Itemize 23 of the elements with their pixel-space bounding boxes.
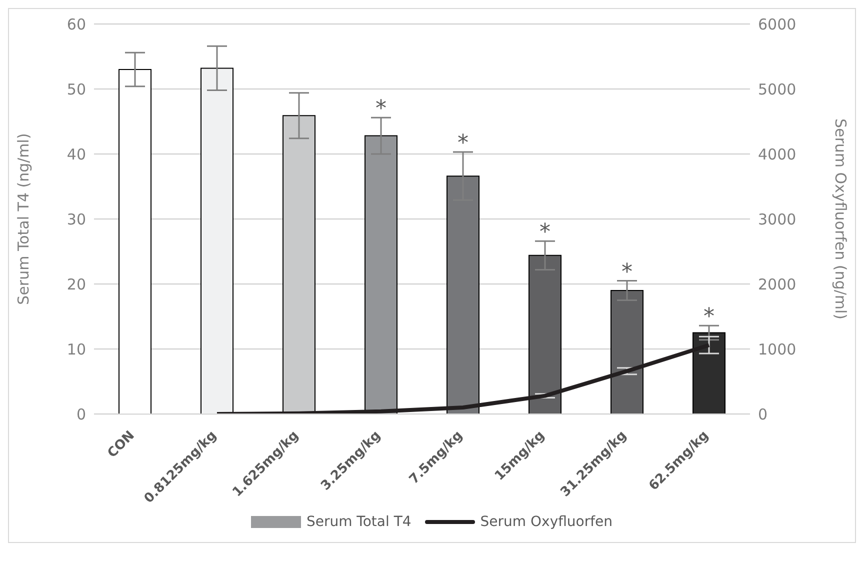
- legend-label: Serum Oxyfluorfen: [480, 514, 613, 530]
- y2-tick-label: 5000: [758, 80, 796, 98]
- y-tick-label: 0: [76, 405, 86, 424]
- y-tick-label: 50: [66, 80, 86, 98]
- annotation: *: [376, 96, 386, 122]
- y2-tick-label: 0: [758, 405, 768, 424]
- annotation: *: [704, 304, 714, 330]
- y2-tick-label: 4000: [758, 145, 796, 164]
- y-tick-label: 60: [66, 15, 86, 34]
- y-axis-title: Serum Total T4 (ng/ml): [14, 133, 32, 305]
- y2-tick-label: 2000: [758, 275, 796, 294]
- y2-axis-title: Serum Oxyfluorfen (ng/ml): [832, 118, 850, 320]
- y-tick-label: 40: [66, 145, 86, 164]
- annotation: *: [622, 260, 632, 285]
- y2-tick-label: 1000: [758, 340, 796, 358]
- y-tick-label: 10: [66, 340, 86, 358]
- y-tick-label: 30: [66, 210, 86, 228]
- y2-tick-label: 6000: [758, 15, 796, 34]
- y-tick-label: 20: [66, 275, 86, 294]
- annotation: *: [458, 131, 468, 156]
- legend-label: Serum Total T4: [306, 514, 412, 530]
- y2-tick-label: 3000: [758, 210, 796, 228]
- annotation: *: [540, 220, 550, 246]
